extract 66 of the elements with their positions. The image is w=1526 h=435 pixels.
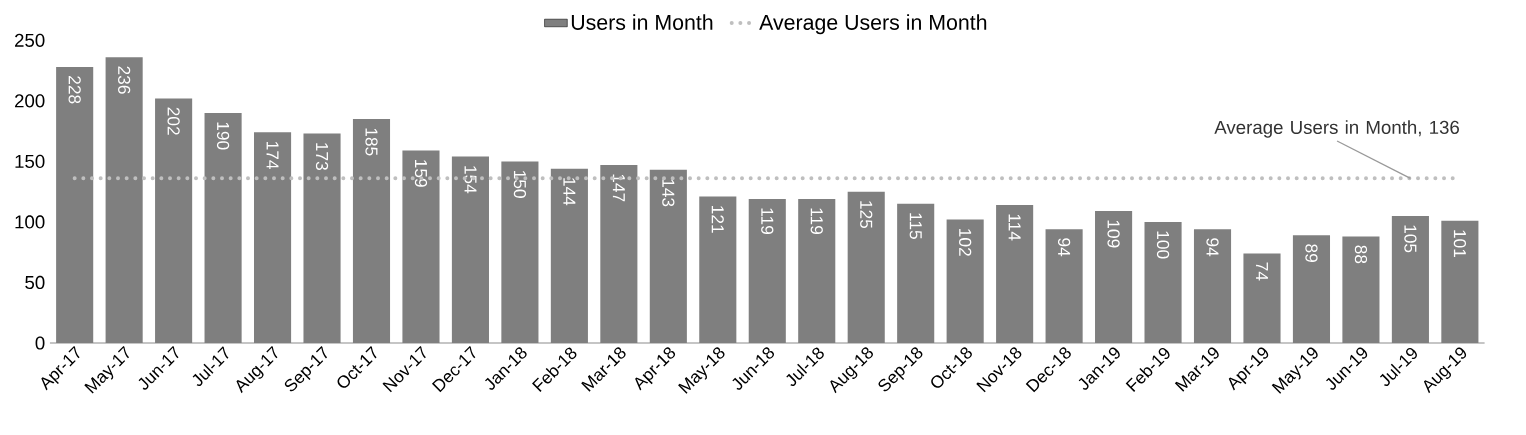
bar bbox=[897, 203, 935, 343]
data-label: 154 bbox=[464, 166, 477, 194]
data-label: 236 bbox=[118, 66, 131, 94]
bar bbox=[1391, 215, 1429, 343]
data-label: 94 bbox=[1057, 238, 1071, 257]
data-label: 102 bbox=[959, 229, 972, 256]
bar bbox=[600, 165, 638, 343]
bar bbox=[402, 150, 440, 343]
bar bbox=[303, 133, 341, 343]
bar bbox=[699, 196, 737, 343]
y-tick-label: 150 bbox=[15, 154, 45, 169]
data-label: 94 bbox=[1206, 238, 1219, 257]
data-label: 159 bbox=[414, 160, 428, 187]
data-label: 74 bbox=[1256, 262, 1268, 281]
bar bbox=[204, 112, 242, 343]
data-label: 125 bbox=[860, 201, 873, 229]
data-label: 101 bbox=[1453, 230, 1467, 258]
bar bbox=[1243, 253, 1281, 343]
bar bbox=[847, 191, 885, 343]
bar bbox=[1095, 211, 1133, 343]
y-tick-label: 250 bbox=[15, 33, 45, 47]
bar bbox=[798, 198, 836, 343]
bar bbox=[56, 66, 94, 343]
data-label: 228 bbox=[68, 76, 81, 104]
bar bbox=[501, 161, 539, 343]
data-label: 173 bbox=[315, 143, 329, 170]
data-label: 143 bbox=[662, 179, 675, 207]
data-label: 119 bbox=[761, 208, 774, 235]
data-label: 119 bbox=[810, 208, 823, 235]
data-label: 147 bbox=[612, 174, 625, 202]
bar bbox=[550, 168, 588, 343]
y-tick-label: 100 bbox=[15, 215, 45, 229]
bar bbox=[996, 204, 1034, 343]
data-label: 202 bbox=[167, 107, 180, 135]
data-label: 105 bbox=[1404, 225, 1417, 253]
bar bbox=[155, 98, 193, 343]
data-label: 109 bbox=[1107, 220, 1120, 248]
data-label: 100 bbox=[1156, 231, 1170, 259]
bar bbox=[451, 156, 489, 343]
data-label: 150 bbox=[513, 170, 527, 198]
legend-label: Users in Month bbox=[571, 14, 713, 30]
bar bbox=[1441, 220, 1479, 343]
data-label: 89 bbox=[1305, 244, 1318, 262]
data-label: 190 bbox=[216, 122, 230, 150]
bar bbox=[1342, 236, 1380, 343]
data-label: 121 bbox=[711, 206, 724, 233]
bar bbox=[649, 169, 687, 343]
data-label: 144 bbox=[563, 178, 576, 206]
data-label: 174 bbox=[266, 141, 279, 170]
data-label: 114 bbox=[1008, 214, 1021, 241]
bar bbox=[105, 57, 143, 343]
bar bbox=[254, 132, 292, 343]
annotation: Average Users in Month, 136 bbox=[1214, 120, 1459, 138]
data-label: 185 bbox=[365, 128, 378, 156]
data-label: 88 bbox=[1354, 245, 1368, 264]
data-label: 115 bbox=[909, 213, 922, 239]
bar bbox=[748, 198, 786, 343]
legend-label: Average Users in Month bbox=[759, 14, 987, 35]
bar bbox=[1292, 235, 1331, 343]
bar bbox=[1193, 229, 1232, 343]
bar bbox=[1045, 229, 1083, 343]
bar bbox=[352, 119, 391, 343]
y-tick-label: 50 bbox=[25, 275, 45, 290]
y-tick-label: 200 bbox=[15, 94, 45, 108]
bar bbox=[1144, 221, 1182, 343]
bar bbox=[946, 219, 984, 343]
